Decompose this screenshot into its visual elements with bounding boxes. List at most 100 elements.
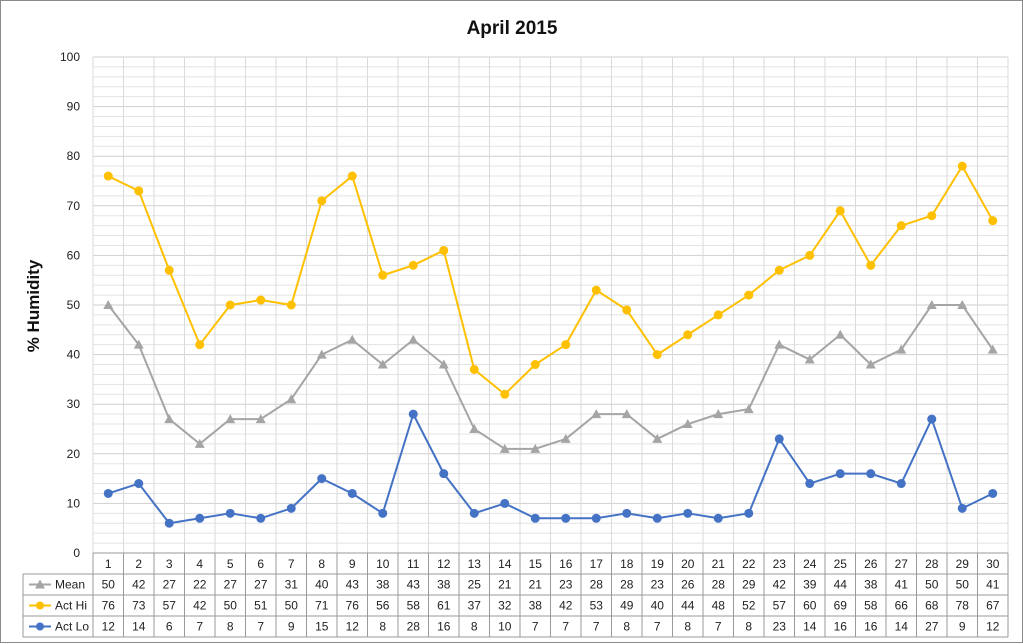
- data-point: [713, 513, 723, 523]
- y-tick-label: 20: [67, 447, 81, 461]
- data-label: 57: [163, 599, 177, 613]
- data-label: 41: [895, 578, 909, 592]
- data-label: 22: [193, 578, 207, 592]
- data-label: 44: [681, 599, 695, 613]
- data-point: [133, 339, 144, 349]
- data-label: 61: [437, 599, 451, 613]
- x-tick-label: 8: [318, 557, 325, 571]
- data-label: 10: [498, 620, 512, 634]
- x-tick-label: 24: [803, 557, 817, 571]
- x-tick-label: 6: [257, 557, 264, 571]
- x-tick-label: 5: [227, 557, 234, 571]
- data-point: [988, 216, 998, 226]
- data-label: 43: [346, 578, 360, 592]
- y-tick-label: 10: [67, 496, 81, 510]
- x-tick-label: 25: [834, 557, 848, 571]
- data-label: 8: [623, 620, 630, 634]
- data-point: [316, 349, 327, 359]
- data-label: 15: [315, 620, 329, 634]
- x-tick-label: 28: [925, 557, 939, 571]
- y-tick-label: 40: [67, 348, 81, 362]
- data-point: [774, 339, 785, 349]
- data-point: [652, 513, 662, 523]
- data-point: [957, 503, 967, 513]
- data-label: 7: [715, 620, 722, 634]
- data-point: [347, 488, 357, 498]
- data-label: 73: [132, 599, 146, 613]
- data-label: 7: [196, 620, 203, 634]
- data-label: 16: [834, 620, 848, 634]
- data-label: 58: [407, 599, 421, 613]
- series-lines: [103, 161, 998, 528]
- data-point: [835, 206, 845, 216]
- x-tick-label: 4: [196, 557, 203, 571]
- data-point: [103, 300, 114, 309]
- data-label: 29: [742, 578, 756, 592]
- x-tick-label: 15: [529, 557, 543, 571]
- x-tick-label: 16: [559, 557, 573, 571]
- data-label: 66: [895, 599, 909, 613]
- data-point: [469, 508, 479, 518]
- data-point: [957, 161, 967, 171]
- data-label: 12: [986, 620, 1000, 634]
- x-tick-label: 30: [986, 557, 1000, 571]
- data-point: [896, 344, 907, 354]
- data-point: [591, 409, 602, 419]
- data-label: 8: [471, 620, 478, 634]
- y-tick-label: 0: [73, 546, 80, 560]
- data-label: 14: [132, 620, 146, 634]
- y-tick-labels: 0 10 20 30 40 50 60 70 80 90 100: [60, 50, 80, 560]
- data-point: [621, 409, 632, 419]
- data-point: [683, 508, 693, 518]
- data-point: [591, 513, 601, 523]
- series-line: [107, 165, 994, 396]
- data-label: 52: [742, 599, 756, 613]
- data-point: [317, 474, 327, 484]
- data-point: [256, 295, 266, 305]
- data-label: 50: [224, 599, 238, 613]
- data-label: 8: [745, 620, 752, 634]
- series-line: [107, 413, 994, 525]
- data-label: 27: [254, 578, 268, 592]
- data-label: 40: [315, 578, 329, 592]
- data-label: 26: [681, 578, 695, 592]
- data-label: 7: [593, 620, 600, 634]
- data-label: 43: [407, 578, 421, 592]
- data-point: [438, 359, 449, 369]
- legend-label: Mean: [55, 578, 85, 592]
- data-label: 40: [651, 599, 665, 613]
- data-label: 28: [407, 620, 421, 634]
- data-label: 7: [562, 620, 569, 634]
- data-point: [225, 300, 235, 310]
- data-point: [256, 513, 266, 523]
- data-point: [439, 245, 449, 255]
- data-label: 27: [925, 620, 939, 634]
- data-point: [500, 498, 510, 508]
- data-label: 31: [285, 578, 299, 592]
- y-tick-label: 70: [67, 199, 81, 213]
- data-point: [927, 414, 937, 424]
- data-label: 51: [254, 599, 268, 613]
- data-point: [652, 433, 663, 443]
- data-point: [560, 433, 571, 443]
- x-tick-label: 17: [590, 557, 604, 571]
- data-label: 57: [773, 599, 787, 613]
- data-point: [225, 414, 236, 424]
- data-point: [164, 518, 174, 528]
- data-point: [255, 414, 266, 424]
- data-point: [134, 186, 144, 196]
- data-point: [378, 270, 388, 280]
- data-point: [743, 404, 754, 414]
- data-label: 44: [834, 578, 848, 592]
- data-point: [225, 508, 235, 518]
- data-table: 1 2 3 4 5 6 7 8 9 10 11 12 13 14 15 16 17 18 19 20 21 22 23 24 2…: [22, 552, 1009, 638]
- data-label: 28: [712, 578, 726, 592]
- data-point: [499, 443, 510, 453]
- data-label: 41: [986, 578, 1000, 592]
- x-tick-label: 1: [105, 557, 112, 571]
- data-label: 56: [376, 599, 390, 613]
- data-point: [408, 409, 418, 419]
- data-label: 38: [864, 578, 878, 592]
- data-label: 23: [559, 578, 573, 592]
- data-point: [835, 469, 845, 479]
